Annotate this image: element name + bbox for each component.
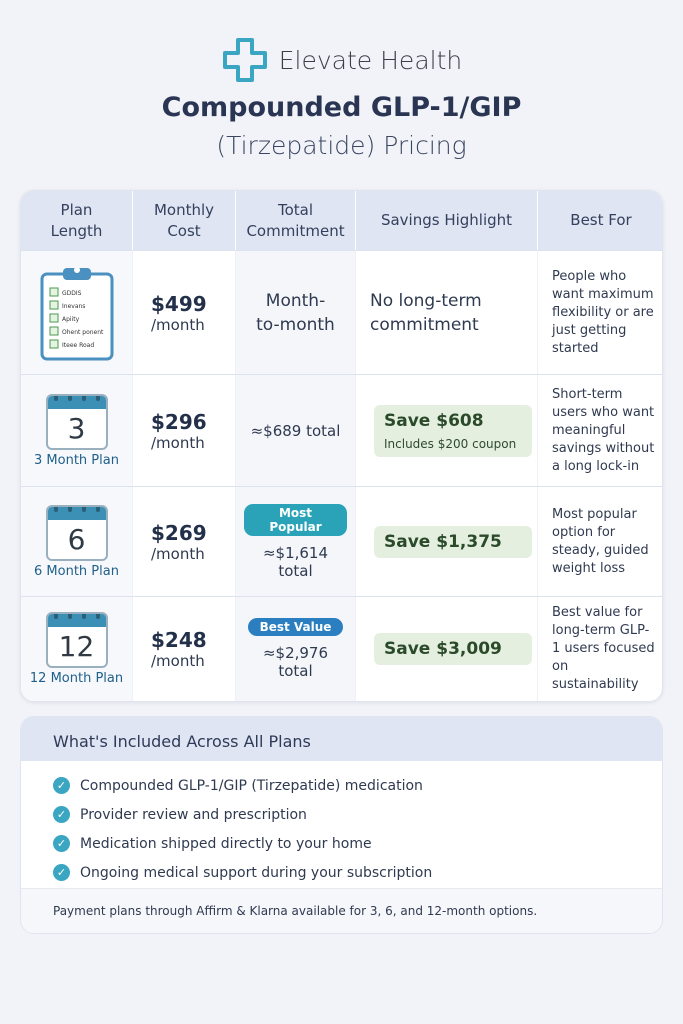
calendar-number: 6: [67, 522, 86, 556]
header-best-for: Best For: [570, 211, 632, 229]
savings-cell: No long-term commitment: [356, 251, 538, 374]
savings-text: No long-term commitment: [370, 290, 482, 335]
per-month: /month: [151, 652, 205, 670]
page-subtitle: (Tirzepatide) Pricing: [216, 131, 467, 160]
table-row: 3 3 Month Plan $296/month ≈$689 total Sav…: [21, 375, 662, 487]
monthly-price: $269: [151, 520, 207, 545]
per-month: /month: [151, 433, 205, 452]
savings-amount: Save $1,375: [384, 531, 502, 552]
brand-name: Elevate Health: [278, 45, 463, 75]
check-icon: ✓: [53, 806, 70, 823]
savings-badge: Save $608 Includes $200 coupon: [374, 404, 532, 457]
check-icon: ✓: [53, 835, 70, 852]
header-total: Total Commitment: [236, 191, 356, 250]
monthly-price: $248: [151, 628, 207, 652]
brand: Elevate Health: [0, 36, 683, 84]
table-row: GDDIS Inevans Apiity Ohent ponent Iteee Road…: [21, 251, 662, 375]
plan-label: 12 Month Plan: [29, 671, 124, 686]
included-card: What's Included Across All Plans ✓ Compou…: [20, 716, 663, 934]
best-for-cell: Best value for long-term GLP-1 users foc…: [552, 605, 655, 692]
header-monthly-cost: Monthly Cost: [133, 191, 236, 250]
total-commitment: ≈$689 total: [250, 421, 341, 440]
total-cell: Best Value ≈$2,976 total: [236, 597, 356, 701]
clipboard-item: Inevans: [62, 303, 85, 310]
total-cell: Most Popular ≈$1,614 total: [236, 487, 356, 596]
savings-badge: Save $3,009: [374, 633, 532, 665]
table-header: Plan Length Monthly Cost Total Commitmen…: [21, 191, 662, 251]
total-commitment: ≈$1,614 total: [262, 543, 329, 580]
savings-cell: Save $1,375: [356, 487, 538, 596]
monthly-cost-cell: $499/month: [133, 251, 236, 374]
monthly-cost-cell: $269/month: [133, 487, 236, 596]
total-cell: ≈$689 total: [236, 375, 356, 486]
best-for-cell: People who want maximum flexibility or a…: [552, 268, 654, 356]
savings-amount: Save $3,009: [384, 639, 502, 659]
savings-amount: Save $608: [384, 410, 484, 431]
header-savings: Savings Highlight: [356, 191, 538, 250]
total-commitment: ≈$2,976 total: [262, 644, 329, 680]
savings-badge: Save $1,375: [374, 525, 532, 558]
included-item-text: Ongoing medical support during your subs…: [80, 864, 433, 881]
savings-note: Includes $200 coupon: [384, 436, 517, 451]
table-row: 12 12 Month Plan $248/month Best Value ≈$2…: [21, 597, 662, 701]
plan-label: 3 Month Plan: [34, 452, 119, 468]
per-month: /month: [151, 544, 205, 563]
calendar-icon: 12: [45, 612, 108, 668]
monthly-cost-cell: $296/month: [133, 375, 236, 486]
included-title: What's Included Across All Plans: [21, 717, 662, 761]
medical-cross-icon: [222, 38, 267, 82]
total-commitment: Month-to-month: [256, 290, 335, 335]
plan-label: 6 Month Plan: [34, 563, 119, 579]
calendar-number: 12: [58, 630, 95, 663]
included-item: ✓ Provider review and prescription: [53, 800, 662, 829]
included-item-text: Provider review and prescription: [80, 806, 307, 823]
included-item: ✓ Compounded GLP-1/GIP (Tirzepatide) medi…: [53, 771, 662, 800]
plan-cell: 12 12 Month Plan: [21, 597, 133, 701]
total-cell: Month-to-month: [236, 251, 356, 374]
clipboard-item: Ohent ponent: [62, 329, 104, 336]
savings-cell: Save $608 Includes $200 coupon: [356, 375, 538, 486]
best-for-cell: Short-term users who want meaningful sav…: [552, 386, 655, 474]
plan-badge: Most Popular: [244, 503, 347, 536]
clipboard-item: Apiity: [62, 316, 80, 323]
calendar-icon: 6: [45, 504, 108, 561]
payment-note: Payment plans through Affirm & Klarna av…: [21, 888, 662, 933]
table-row: 6 6 Month Plan $269/month Most Popular ≈$1…: [21, 487, 662, 597]
clipboard-item: GDDIS: [62, 290, 82, 297]
clipboard-icon: GDDIS Inevans Apiity Ohent ponent Iteee Road: [40, 266, 113, 360]
included-item: ✓ Ongoing medical support during your sub…: [53, 858, 662, 887]
savings-cell: Save $3,009: [356, 597, 538, 701]
plan-cell: GDDIS Inevans Apiity Ohent ponent Iteee Road: [21, 251, 133, 374]
plan-cell: 6 6 Month Plan: [21, 487, 133, 596]
plan-badge: Best Value: [247, 618, 344, 636]
calendar-icon: 3: [45, 393, 108, 450]
pricing-table: Plan Length Monthly Cost Total Commitmen…: [20, 190, 663, 702]
check-icon: ✓: [53, 864, 70, 881]
monthly-price: $499: [151, 291, 207, 316]
page-title: Compounded GLP-1/GIP: [161, 92, 522, 123]
check-icon: ✓: [53, 777, 70, 794]
calendar-number: 3: [67, 411, 86, 445]
best-for-cell: Most popular option for steady, guided w…: [552, 506, 649, 576]
header-plan-length: Plan Length: [21, 191, 133, 250]
included-item: ✓ Medication shipped directly to your hom…: [53, 829, 662, 858]
per-month: /month: [151, 315, 205, 334]
included-item-text: Compounded GLP-1/GIP (Tirzepatide) medic…: [80, 777, 423, 794]
monthly-cost-cell: $248/month: [133, 597, 236, 701]
clipboard-item: Iteee Road: [62, 342, 94, 349]
monthly-price: $296: [151, 409, 207, 434]
plan-cell: 3 3 Month Plan: [21, 375, 133, 486]
included-item-text: Medication shipped directly to your home: [80, 835, 372, 852]
included-list: ✓ Compounded GLP-1/GIP (Tirzepatide) medi…: [21, 761, 662, 887]
